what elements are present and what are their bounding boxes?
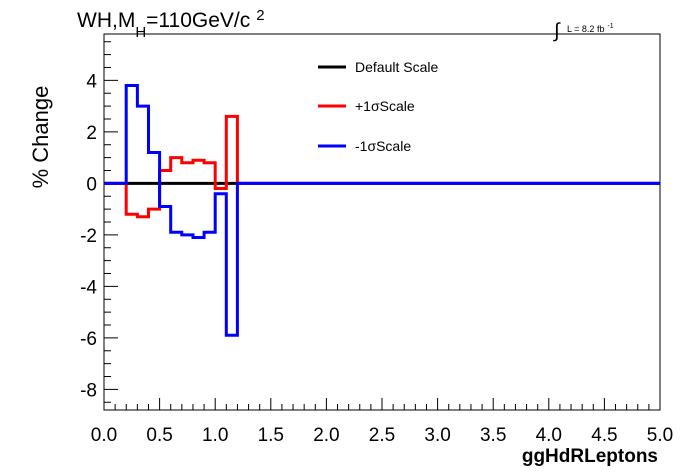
chart-title-sub: H	[135, 24, 146, 41]
x-tick-labels: 0.0 0.5 1.0 1.5 2.0 2.5 3.0 3.5 4.0 4.5 5.0	[91, 425, 673, 446]
chart-title-rest: =110GeV/c	[146, 9, 250, 32]
x-tick-label: 2.5	[369, 425, 395, 446]
series-lines	[104, 84, 660, 337]
x-tick-label: 4.0	[536, 425, 562, 446]
x-tick-label: 0.5	[146, 425, 172, 446]
series-minus1sigma-scale	[104, 84, 660, 337]
x-tick-label: 4.5	[591, 425, 617, 446]
x-tick-label: 1.5	[258, 425, 284, 446]
lumi-label-text: L = 8.2 fb	[567, 24, 604, 34]
legend-label-default: Default Scale	[355, 59, 438, 75]
series-plus1sigma-scale	[104, 114, 660, 219]
lumi-label-sup: -1	[607, 23, 613, 30]
axis-ticks	[103, 41, 661, 410]
x-axis-label: ggHdRLeptons	[522, 446, 658, 467]
y-tick-label: -6	[80, 329, 97, 350]
y-tick-label: 4	[86, 71, 97, 92]
x-tick-label: 5.0	[647, 425, 673, 446]
x-tick-label: 2.0	[313, 425, 339, 446]
chart-title-sup: 2	[256, 7, 264, 24]
integral-icon: ∫	[553, 20, 561, 42]
legend: Default Scale +1σScale -1σScale	[318, 59, 438, 154]
chart-title-main: WH,M	[77, 9, 135, 32]
chart-title: WH,MH=110GeV/c 2	[77, 7, 265, 41]
y-axis-label: % Change	[28, 86, 53, 189]
y-tick-labels: -8 -6 -4 -2 0 2 4	[80, 71, 97, 401]
lumi-label: L = 8.2 fb -1	[567, 23, 614, 34]
legend-label-plus1sigma: +1σScale	[355, 98, 415, 114]
x-tick-label: 1.0	[202, 425, 228, 446]
y-tick-label: 2	[86, 123, 97, 144]
y-tick-label: -4	[80, 277, 97, 298]
y-tick-label: 0	[86, 174, 97, 195]
y-tick-label: -2	[80, 226, 97, 247]
x-tick-label: 3.5	[480, 425, 506, 446]
y-tick-label: -8	[80, 380, 97, 401]
legend-label-minus1sigma: -1σScale	[355, 138, 411, 154]
x-tick-label: 3.0	[424, 425, 450, 446]
x-tick-label: 0.0	[91, 425, 117, 446]
